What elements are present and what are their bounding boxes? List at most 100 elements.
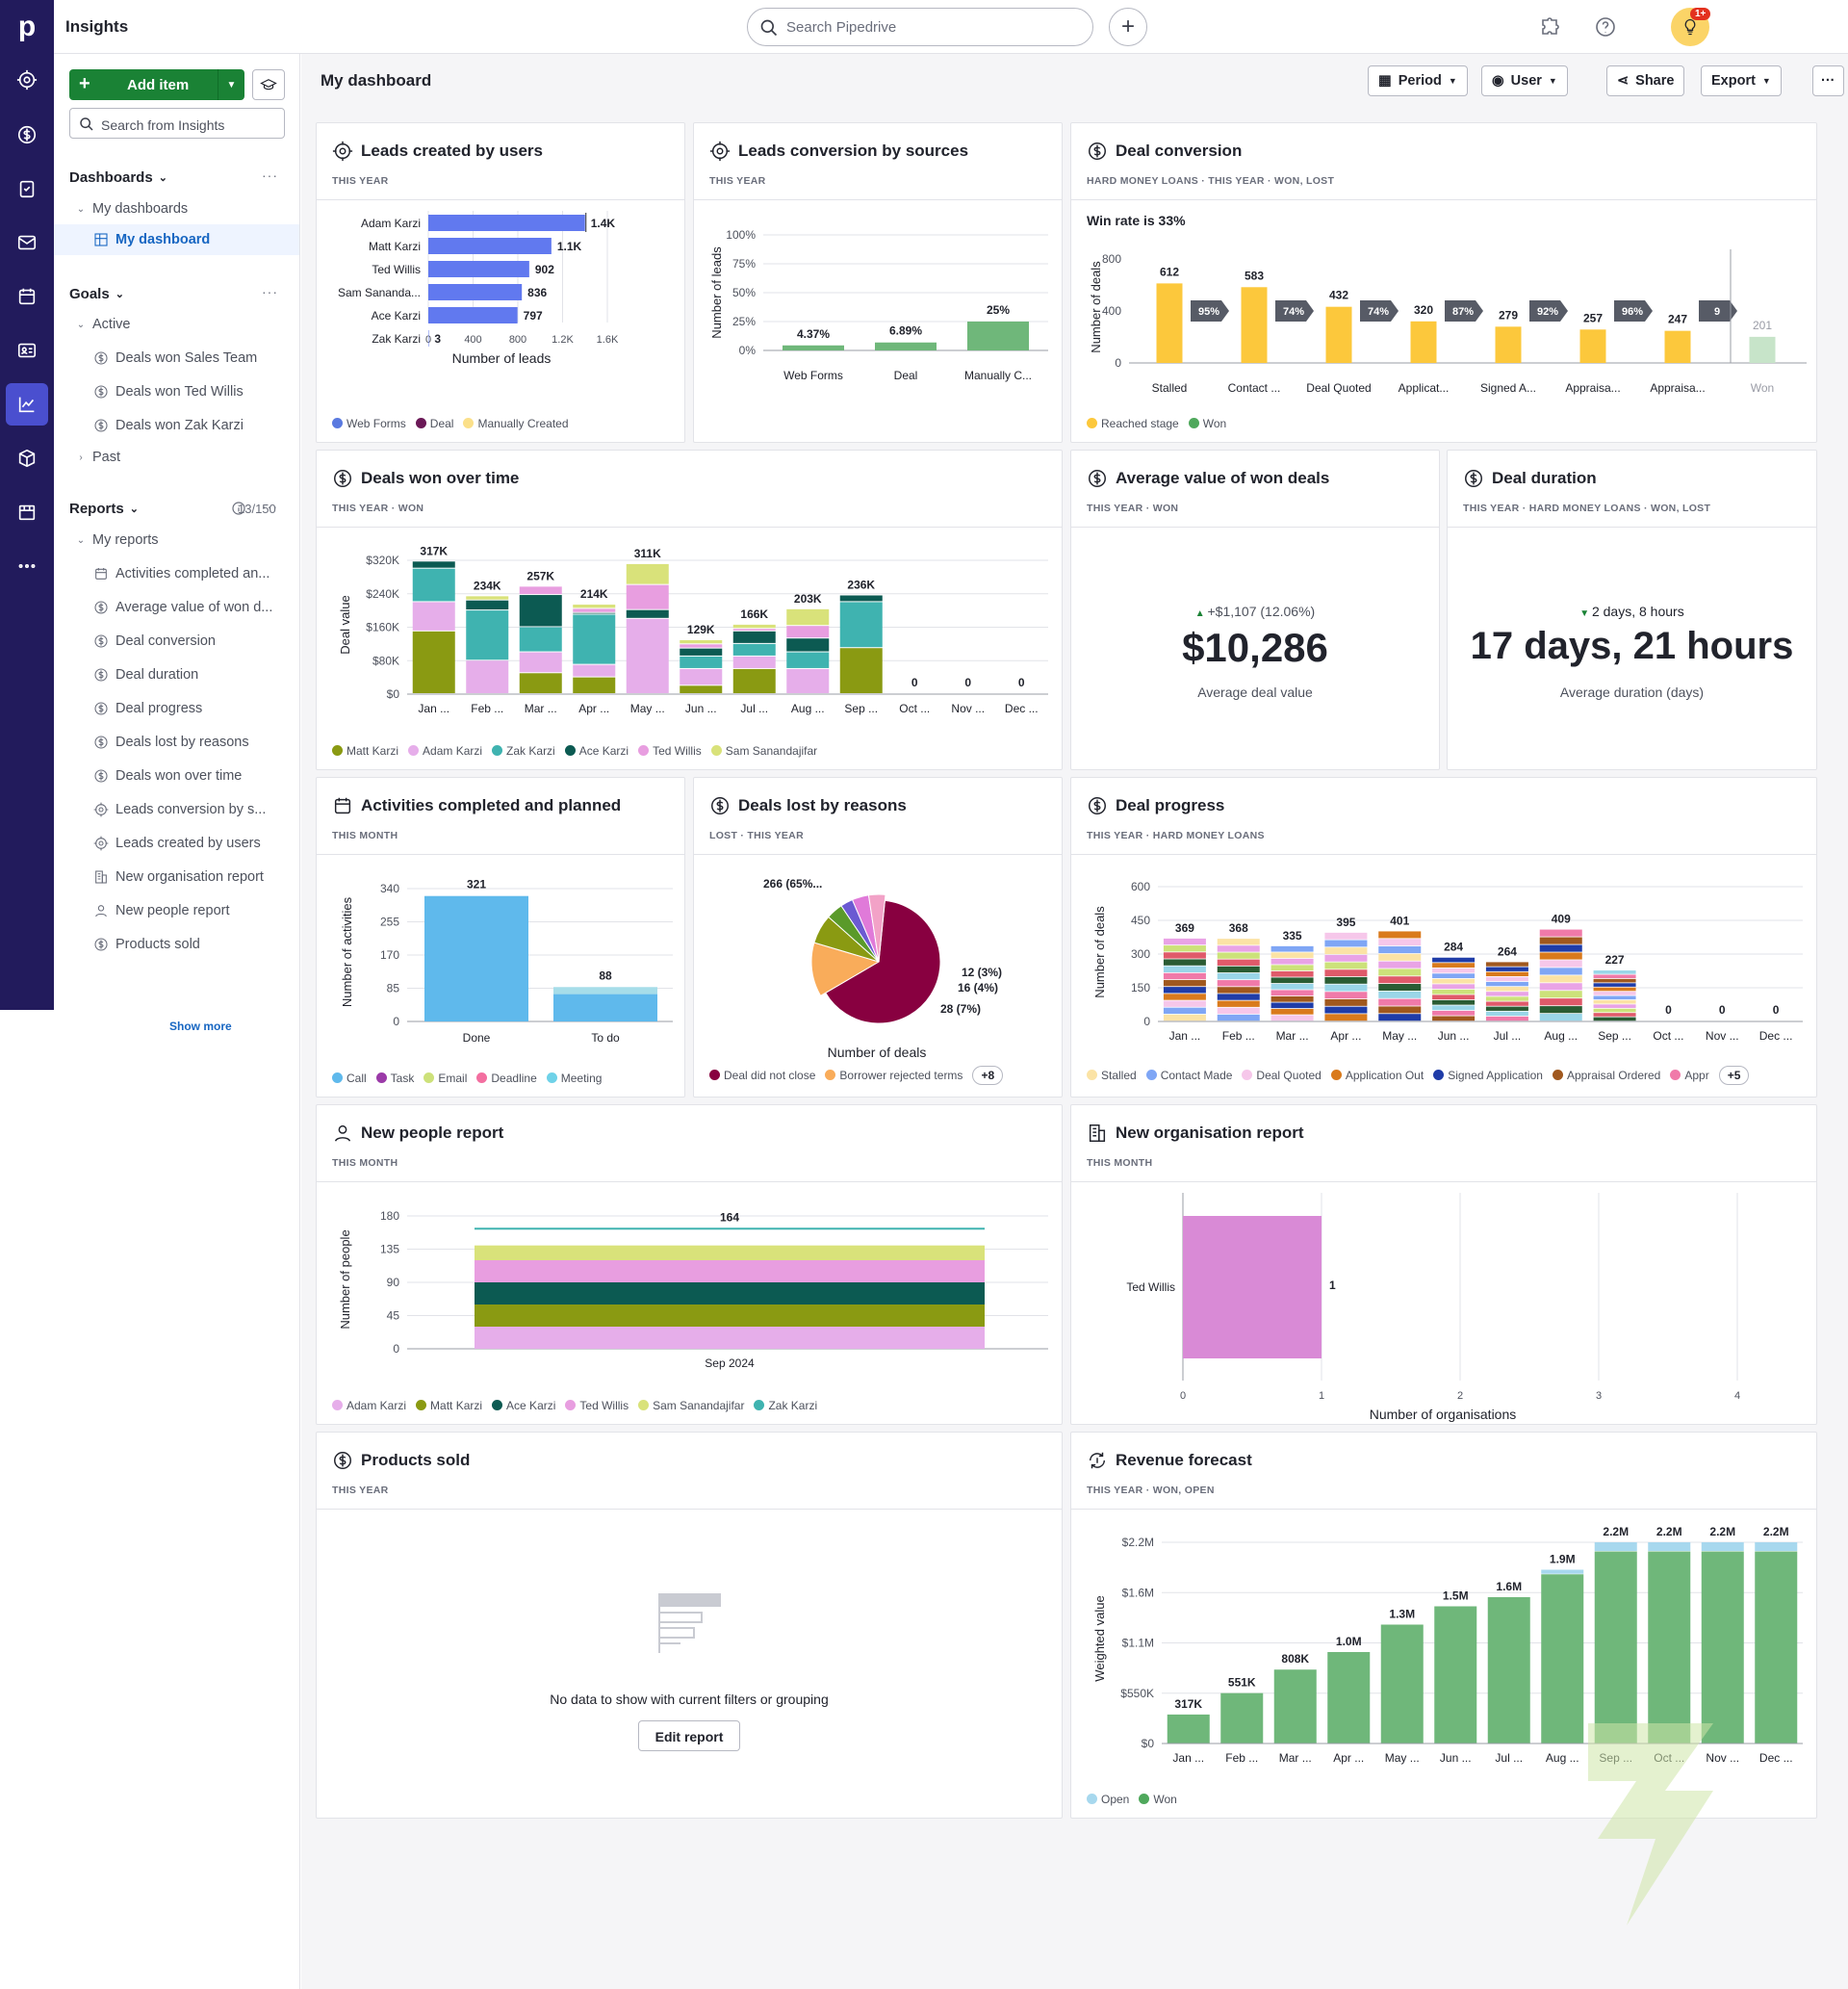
sidebar-item-report[interactable]: Deal duration bbox=[69, 659, 299, 690]
legend-item[interactable]: Borrower rejected terms bbox=[825, 1069, 962, 1082]
dashboards-header[interactable]: Dashboards ⌄ bbox=[69, 169, 167, 186]
legend-item[interactable]: Deal did not close bbox=[709, 1069, 815, 1082]
legend-item[interactable]: Deadline bbox=[476, 1072, 537, 1085]
chevron-down-icon[interactable]: ▼ bbox=[218, 69, 244, 100]
legend-item[interactable]: Contact Made bbox=[1145, 1069, 1232, 1082]
report-card-duration[interactable]: Deal duration THIS YEAR · HARD MONEY LOAN… bbox=[1447, 450, 1817, 770]
reports-more-icon[interactable]: ··· bbox=[262, 499, 278, 514]
card-title[interactable]: Products sold bbox=[332, 1450, 470, 1471]
legend-item[interactable]: Deal Quoted bbox=[1242, 1069, 1322, 1082]
legend-item[interactable]: Ted Willis bbox=[638, 744, 702, 758]
sidebar-item-report[interactable]: Deal conversion bbox=[69, 626, 299, 657]
store-icon[interactable] bbox=[6, 491, 48, 533]
quick-add-button[interactable]: + bbox=[1109, 8, 1147, 46]
report-card-orgs[interactable]: New organisation report THIS MONTH 0 1 2 3 4 Te… bbox=[1070, 1104, 1817, 1425]
sidebar-item-report[interactable]: Products sold bbox=[69, 929, 299, 960]
goals-more-icon[interactable]: ··· bbox=[262, 284, 278, 299]
box-icon[interactable] bbox=[6, 437, 48, 479]
report-card-avg-value[interactable]: Average value of won deals THIS YEAR · WO… bbox=[1070, 450, 1440, 770]
insights-icon[interactable] bbox=[6, 383, 48, 426]
sidebar-item-my-dashboards[interactable]: ⌄ My dashboards bbox=[69, 194, 299, 224]
sidebar-item-report[interactable]: Deal progress bbox=[69, 693, 299, 724]
sidebar-item-report[interactable]: Deals lost by reasons bbox=[69, 727, 299, 758]
legend-item[interactable]: Deal bbox=[415, 417, 453, 430]
legend-item[interactable]: Open bbox=[1087, 1793, 1129, 1806]
report-card-progress[interactable]: Deal progress THIS YEAR · HARD MONEY LOAN… bbox=[1070, 777, 1817, 1098]
info-icon[interactable] bbox=[231, 501, 246, 516]
sidebar-item-report[interactable]: Leads conversion by s... bbox=[69, 794, 299, 825]
legend-item[interactable]: Adam Karzi bbox=[332, 1399, 406, 1412]
legend-item[interactable]: Email bbox=[424, 1072, 467, 1085]
more-icon[interactable] bbox=[6, 545, 48, 587]
sidebar-item-my-dashboard[interactable]: My dashboard bbox=[54, 224, 299, 255]
learn-button[interactable] bbox=[252, 69, 285, 100]
card-title[interactable]: Deal conversion bbox=[1087, 141, 1242, 162]
legend-item[interactable]: Won bbox=[1188, 417, 1226, 430]
card-title[interactable]: New organisation report bbox=[1087, 1123, 1304, 1144]
goals-header[interactable]: Goals ⌄ bbox=[69, 286, 124, 302]
legend-item[interactable]: Sam Sanandajifar bbox=[638, 1399, 744, 1412]
report-card-revenue[interactable]: Revenue forecast THIS YEAR · WON, OPEN $0 $… bbox=[1070, 1432, 1817, 1819]
share-button[interactable]: ⋖ Share bbox=[1606, 65, 1685, 96]
contacts-icon[interactable] bbox=[6, 329, 48, 372]
sidebar-item-past[interactable]: › Past bbox=[69, 442, 299, 473]
checklist-icon[interactable] bbox=[6, 168, 48, 210]
report-card-products[interactable]: Products sold THIS YEAR No data to show wi… bbox=[316, 1432, 1063, 1819]
legend-item[interactable]: Reached stage bbox=[1087, 417, 1179, 430]
sidebar-item-report[interactable]: Leads created by users bbox=[69, 828, 299, 859]
card-title[interactable]: Revenue forecast bbox=[1087, 1450, 1252, 1471]
legend-item[interactable]: Manually Created bbox=[463, 417, 569, 430]
insights-search-input[interactable]: Search from Insights bbox=[69, 108, 285, 139]
card-title[interactable]: New people report bbox=[332, 1123, 503, 1144]
sidebar-item-goal[interactable]: Deals won Sales Team bbox=[69, 343, 299, 374]
sidebar-item-report[interactable]: Activities completed an... bbox=[69, 558, 299, 589]
legend-item[interactable]: Meeting bbox=[546, 1072, 602, 1085]
sidebar-item-goal[interactable]: Deals won Ted Willis bbox=[69, 376, 299, 407]
export-button[interactable]: Export ▼ bbox=[1701, 65, 1782, 96]
target-icon[interactable] bbox=[6, 59, 48, 101]
mail-icon[interactable] bbox=[6, 221, 48, 264]
show-more-link[interactable]: Show more bbox=[169, 1020, 232, 1033]
report-card-people[interactable]: New people report THIS MONTH 0 45 90 135 180 Nu… bbox=[316, 1104, 1063, 1425]
add-item-button[interactable]: + Add item ▼ bbox=[69, 69, 244, 100]
legend-more-button[interactable]: +8 bbox=[972, 1066, 1004, 1085]
legend-item[interactable]: Matt Karzi bbox=[416, 1399, 482, 1412]
period-button[interactable]: ▦ Period ▼ bbox=[1368, 65, 1468, 96]
help-icon[interactable] bbox=[1594, 15, 1617, 39]
legend-item[interactable]: Task bbox=[375, 1072, 414, 1085]
user-button[interactable]: ◉ User ▼ bbox=[1481, 65, 1568, 96]
global-search-input[interactable]: Search Pipedrive bbox=[747, 8, 1093, 46]
legend-item[interactable]: Won bbox=[1139, 1793, 1177, 1806]
dashboards-more-icon[interactable]: ··· bbox=[262, 168, 278, 183]
legend-item[interactable]: Zak Karzi bbox=[492, 744, 555, 758]
legend-item[interactable]: Appr bbox=[1670, 1069, 1709, 1082]
dashboard-more-button[interactable]: ··· bbox=[1812, 65, 1844, 96]
edit-report-button[interactable]: Edit report bbox=[638, 1720, 740, 1751]
legend-item[interactable]: Ted Willis bbox=[565, 1399, 629, 1412]
report-card-deal-conv[interactable]: Deal conversion HARD MONEY LOANS · THIS Y… bbox=[1070, 122, 1817, 443]
puzzle-icon[interactable] bbox=[1540, 15, 1563, 39]
report-card-lost[interactable]: Deals lost by reasons LOST · THIS YEAR 266… bbox=[693, 777, 1063, 1098]
report-card-activities[interactable]: Activities completed and planned THIS MON… bbox=[316, 777, 685, 1098]
card-title[interactable]: Leads created by users bbox=[332, 141, 543, 162]
sidebar-item-active[interactable]: ⌄ Active bbox=[69, 309, 299, 340]
legend-item[interactable]: Call bbox=[332, 1072, 367, 1085]
report-card-leads-conv[interactable]: Leads conversion by sources THIS YEAR 0% 25… bbox=[693, 122, 1063, 443]
legend-item[interactable]: Signed Application bbox=[1433, 1069, 1543, 1082]
card-title[interactable]: Deals won over time bbox=[332, 468, 519, 489]
sidebar-item-report[interactable]: Deals won over time bbox=[69, 761, 299, 791]
legend-item[interactable]: Stalled bbox=[1087, 1069, 1137, 1082]
legend-item[interactable]: Zak Karzi bbox=[754, 1399, 817, 1412]
card-title[interactable]: Deals lost by reasons bbox=[709, 795, 907, 816]
sidebar-item-report[interactable]: New people report bbox=[69, 895, 299, 926]
dollar-icon[interactable] bbox=[6, 114, 48, 156]
card-title[interactable]: Deal progress bbox=[1087, 795, 1224, 816]
sidebar-item-report[interactable]: Average value of won d... bbox=[69, 592, 299, 623]
legend-item[interactable]: Sam Sanandajifar bbox=[710, 744, 817, 758]
legend-item[interactable]: Ace Karzi bbox=[564, 744, 629, 758]
report-card-deals-won[interactable]: Deals won over time THIS YEAR · WON $0 $80K… bbox=[316, 450, 1063, 770]
legend-item[interactable]: Web Forms bbox=[332, 417, 406, 430]
legend-item[interactable]: Appraisal Ordered bbox=[1552, 1069, 1660, 1082]
reports-header[interactable]: Reports ⌄ bbox=[69, 501, 139, 517]
